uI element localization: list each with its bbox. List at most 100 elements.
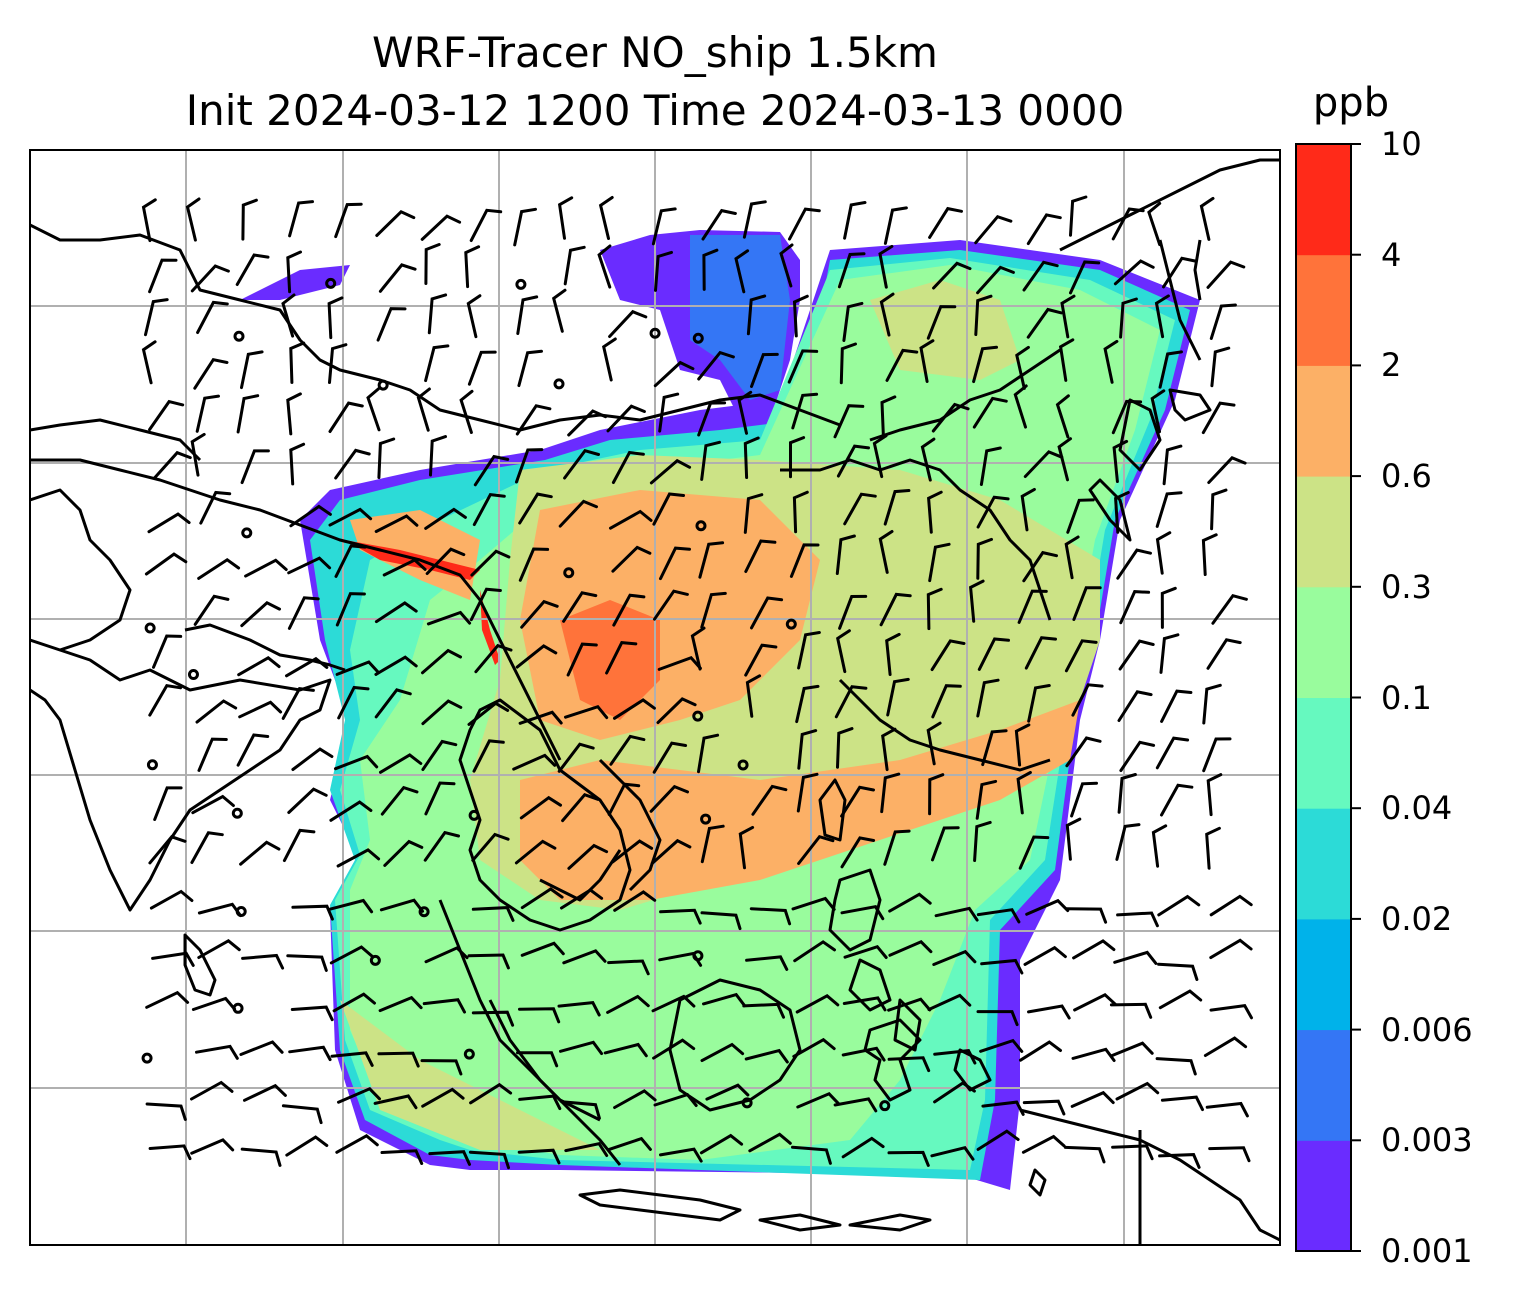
calm-wind-marker bbox=[649, 327, 661, 339]
wind-barb bbox=[652, 1038, 696, 1060]
wind-barb bbox=[190, 432, 206, 477]
wind-barb bbox=[195, 394, 220, 433]
wind-barb bbox=[609, 509, 653, 530]
wind-barb bbox=[1109, 1041, 1154, 1058]
wind-barb bbox=[563, 448, 600, 480]
wind-barb bbox=[919, 339, 935, 383]
wind-barb bbox=[337, 1087, 381, 1104]
wind-barb bbox=[512, 753, 557, 771]
wind-barb bbox=[1205, 826, 1221, 870]
wind-barb bbox=[373, 1094, 418, 1110]
wind-barb bbox=[881, 727, 897, 772]
wind-barb bbox=[236, 394, 260, 434]
calm-wind-marker bbox=[692, 332, 704, 344]
wind-barb bbox=[468, 1150, 510, 1170]
wind-barb bbox=[1162, 256, 1198, 289]
wind-barb bbox=[1027, 1004, 1071, 1020]
wind-barb bbox=[1116, 911, 1159, 928]
wind-barb bbox=[380, 1149, 424, 1165]
wind-barb bbox=[690, 626, 706, 671]
wind-barb bbox=[737, 390, 753, 435]
wind-barb bbox=[1072, 586, 1102, 621]
wind-barb bbox=[1115, 1081, 1160, 1101]
wind-barb bbox=[1211, 593, 1248, 625]
wind-barb bbox=[1019, 1040, 1062, 1062]
wind-barb bbox=[886, 677, 910, 717]
wind-barb bbox=[1160, 783, 1194, 817]
wind-barb bbox=[885, 348, 919, 382]
wind-barb bbox=[974, 214, 1013, 245]
wind-barb bbox=[1111, 399, 1143, 435]
wind-barb bbox=[652, 741, 688, 774]
wind-barb bbox=[290, 1005, 334, 1022]
colorbar-segment bbox=[1296, 918, 1351, 1031]
wind-barb bbox=[287, 596, 320, 630]
wind-barb bbox=[191, 794, 235, 815]
wind-barb bbox=[197, 557, 241, 580]
wind-barb bbox=[702, 992, 747, 1008]
wind-barb bbox=[144, 298, 169, 337]
colorbar-segment bbox=[1296, 365, 1351, 477]
wind-barb bbox=[559, 1040, 604, 1056]
wind-barb bbox=[1022, 1099, 1066, 1116]
colorbar-tick-label: 0.02 bbox=[1381, 899, 1453, 938]
wind-barb bbox=[374, 655, 418, 676]
wind-barb bbox=[1162, 444, 1183, 486]
wind-barb bbox=[1160, 689, 1193, 723]
wind-barb bbox=[1024, 636, 1057, 670]
wind-barb bbox=[742, 200, 767, 239]
wind-barb bbox=[149, 889, 194, 910]
wind-barb bbox=[281, 686, 315, 720]
calm-wind-marker bbox=[144, 622, 156, 634]
wind-barb bbox=[835, 534, 856, 575]
wind-barb bbox=[426, 610, 472, 626]
wind-barb bbox=[888, 892, 932, 913]
wind-barb bbox=[520, 887, 564, 910]
wind-barb bbox=[520, 941, 565, 957]
wind-barb bbox=[697, 401, 727, 437]
calm-wind-marker bbox=[187, 669, 199, 681]
wind-barb bbox=[841, 1046, 886, 1062]
wind-barb bbox=[926, 721, 942, 766]
wind-barb bbox=[518, 1094, 562, 1111]
wind-barb bbox=[238, 700, 283, 719]
wind-barb bbox=[515, 448, 544, 484]
wind-barb bbox=[1206, 773, 1223, 817]
wind-barb bbox=[424, 243, 441, 285]
wind-barb bbox=[880, 395, 897, 438]
wind-barb bbox=[883, 829, 911, 866]
wind-barb bbox=[1208, 1146, 1251, 1163]
wind-barb bbox=[1015, 345, 1030, 390]
wind-barb bbox=[872, 434, 888, 479]
wind-barb bbox=[1072, 939, 1116, 960]
wind-barb bbox=[518, 710, 563, 725]
wind-barb bbox=[611, 839, 654, 864]
map-title-line1: WRF-Tracer NO_ship 1.5km bbox=[372, 28, 938, 77]
colorbar-tick-label: 2 bbox=[1381, 346, 1402, 385]
wind-barb bbox=[374, 688, 412, 719]
wind-barb bbox=[927, 993, 972, 1011]
wind-barb bbox=[611, 545, 652, 573]
wind-barb bbox=[606, 404, 646, 433]
wind-barb bbox=[289, 442, 306, 486]
wind-barb bbox=[598, 196, 614, 240]
wind-barb bbox=[191, 996, 237, 1011]
wind-barb bbox=[980, 958, 1024, 975]
wind-barb bbox=[745, 955, 789, 971]
calm-wind-marker bbox=[695, 520, 707, 532]
wind-barb bbox=[421, 648, 462, 675]
wind-barb bbox=[1160, 586, 1177, 629]
wind-barb bbox=[788, 207, 821, 241]
wind-barb bbox=[613, 1089, 657, 1109]
wind-barb bbox=[1022, 550, 1058, 583]
wind-barb bbox=[653, 589, 689, 621]
wind-barb bbox=[1109, 1002, 1153, 1019]
wind-barb bbox=[147, 512, 191, 534]
colorbar-segment bbox=[1296, 697, 1351, 809]
wind-barb bbox=[745, 674, 762, 718]
wind-barb bbox=[972, 396, 1008, 429]
wind-barb bbox=[653, 360, 695, 388]
wind-barb bbox=[791, 392, 819, 430]
calm-wind-marker bbox=[879, 1100, 891, 1112]
